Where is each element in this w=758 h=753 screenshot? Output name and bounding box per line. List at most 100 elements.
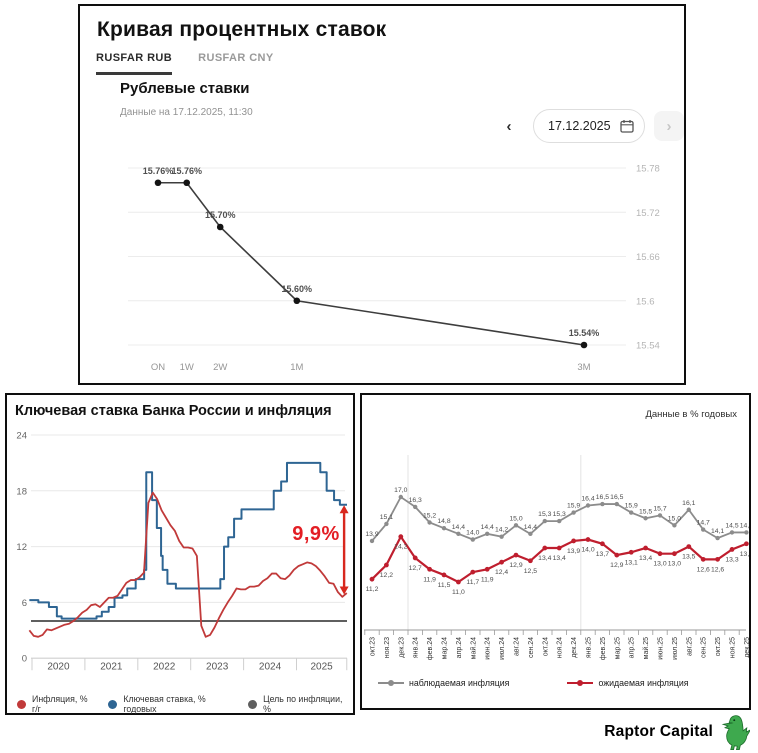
svg-text:11,2: 11,2 bbox=[366, 586, 379, 593]
svg-text:июл.25: июл.25 bbox=[672, 637, 679, 660]
legend-item-target: Цель по инфляции, % bbox=[248, 694, 347, 714]
observed-legend-marker bbox=[378, 679, 404, 687]
svg-text:2023: 2023 bbox=[206, 662, 229, 673]
svg-text:13,4: 13,4 bbox=[639, 555, 652, 562]
svg-text:15,2: 15,2 bbox=[423, 513, 436, 520]
svg-text:сен.25: сен.25 bbox=[701, 637, 708, 658]
svg-text:ноя.25: ноя.25 bbox=[730, 637, 737, 658]
svg-text:6: 6 bbox=[22, 598, 27, 609]
inflation-legend-dot bbox=[17, 699, 26, 709]
svg-text:дек.24: дек.24 bbox=[571, 637, 578, 658]
key-rate-legend-label: Ключевая ставка, % годовых bbox=[123, 694, 206, 714]
observed-legend-label: наблюдаемая инфляция bbox=[409, 678, 510, 688]
svg-text:14,7: 14,7 bbox=[697, 520, 710, 527]
expected-legend-marker bbox=[567, 679, 594, 687]
svg-text:мар.25: мар.25 bbox=[614, 637, 621, 659]
svg-text:16,5: 16,5 bbox=[596, 494, 609, 501]
svg-text:15.54%: 15.54% bbox=[569, 328, 600, 338]
key-rate-chart-title: Ключевая ставка Банка России и инфляция bbox=[15, 403, 332, 419]
svg-text:13,5: 13,5 bbox=[682, 554, 695, 561]
svg-text:июн.24: июн.24 bbox=[485, 637, 492, 660]
svg-text:ноя.24: ноя.24 bbox=[557, 637, 564, 658]
svg-text:май.25: май.25 bbox=[642, 637, 650, 659]
svg-text:15.54: 15.54 bbox=[636, 341, 660, 352]
svg-text:13,9: 13,9 bbox=[567, 548, 580, 555]
svg-text:14,4: 14,4 bbox=[481, 524, 494, 531]
svg-text:14,1: 14,1 bbox=[711, 528, 724, 535]
inflation-expectations-card: Данные в % годовых окт.23 ноя.23 дек.23 янв… bbox=[360, 393, 751, 710]
svg-text:12,2: 12,2 bbox=[380, 572, 393, 579]
svg-text:12,6: 12,6 bbox=[697, 566, 710, 573]
svg-text:июн.25: июн.25 bbox=[658, 637, 665, 660]
svg-text:13,4: 13,4 bbox=[553, 555, 566, 562]
svg-text:15,5: 15,5 bbox=[639, 508, 652, 515]
date-controls: ‹ 17.12.2025 › bbox=[494, 109, 684, 143]
svg-text:14,2: 14,2 bbox=[495, 527, 508, 534]
svg-text:1M: 1M bbox=[290, 362, 303, 373]
next-date-button[interactable]: › bbox=[654, 111, 684, 141]
svg-text:май.24: май.24 bbox=[469, 637, 477, 659]
key-rate-legend-dot bbox=[108, 699, 118, 709]
legend-item-key-rate: Ключевая ставка, % годовых bbox=[108, 694, 234, 714]
svg-text:12,7: 12,7 bbox=[409, 565, 422, 572]
svg-text:11,9: 11,9 bbox=[481, 576, 494, 583]
svg-text:15,9: 15,9 bbox=[625, 503, 638, 510]
prev-date-button[interactable]: ‹ bbox=[494, 111, 524, 141]
svg-text:авг.25: авг.25 bbox=[686, 637, 693, 656]
svg-text:13,0: 13,0 bbox=[653, 561, 666, 568]
data-timestamp: Данные на 17.12.2025, 11:30 bbox=[120, 107, 253, 118]
svg-text:24: 24 bbox=[16, 431, 27, 442]
svg-text:18: 18 bbox=[16, 486, 27, 497]
key-rate-legend: Инфляция, % г/г Ключевая ставка, % годов… bbox=[17, 694, 347, 714]
svg-text:15.60%: 15.60% bbox=[282, 284, 313, 294]
svg-text:окт.23: окт.23 bbox=[370, 637, 377, 656]
svg-text:15,9: 15,9 bbox=[567, 503, 580, 510]
calendar-icon[interactable] bbox=[620, 119, 634, 133]
legend-item-expected: ожидаемая инфляция bbox=[567, 678, 689, 688]
date-value: 17.12.2025 bbox=[548, 119, 611, 133]
tab-bar: RUSFAR RUB RUSFAR CNY bbox=[96, 52, 274, 75]
svg-text:15,3: 15,3 bbox=[538, 511, 551, 518]
svg-text:15,0: 15,0 bbox=[668, 515, 681, 522]
svg-text:15.70%: 15.70% bbox=[205, 210, 236, 220]
rusfar-curve-card: Кривая процентных ставок RUSFAR RUB RUSF… bbox=[78, 4, 686, 385]
tab-rusfar-cny[interactable]: RUSFAR CNY bbox=[198, 52, 274, 64]
svg-text:2025: 2025 bbox=[311, 662, 334, 673]
svg-text:дек.23: дек.23 bbox=[398, 637, 405, 658]
svg-text:13,3: 13,3 bbox=[725, 556, 738, 563]
svg-text:13,7: 13,7 bbox=[740, 551, 749, 558]
brand-name: Raptor Capital bbox=[604, 723, 713, 740]
target-legend-dot bbox=[248, 699, 258, 709]
svg-text:15,7: 15,7 bbox=[653, 505, 666, 512]
svg-text:16,5: 16,5 bbox=[610, 494, 623, 501]
svg-text:11,5: 11,5 bbox=[438, 582, 451, 589]
raptor-icon bbox=[721, 715, 750, 750]
tab-rusfar-rub[interactable]: RUSFAR RUB bbox=[96, 52, 173, 75]
svg-text:15,0: 15,0 bbox=[509, 515, 522, 522]
svg-text:15,1: 15,1 bbox=[380, 514, 393, 521]
svg-text:13,1: 13,1 bbox=[625, 559, 638, 566]
date-input[interactable]: 17.12.2025 bbox=[533, 109, 645, 143]
svg-text:1W: 1W bbox=[180, 362, 194, 373]
svg-text:3M: 3M bbox=[577, 362, 590, 373]
svg-text:12,6: 12,6 bbox=[711, 566, 724, 573]
svg-text:14,0: 14,0 bbox=[466, 530, 479, 537]
expectations-legend: наблюдаемая инфляция ожидаемая инфляция bbox=[378, 678, 689, 688]
expected-legend-label: ожидаемая инфляция bbox=[598, 678, 689, 688]
svg-text:2024: 2024 bbox=[259, 662, 282, 673]
inflation-expectations-chart: окт.23 ноя.23 дек.23 янв.24 фев.24 мар.24 апр.… bbox=[364, 455, 749, 660]
svg-text:фев.25: фев.25 bbox=[600, 637, 607, 660]
svg-text:15,3: 15,3 bbox=[553, 511, 566, 518]
svg-text:12,5: 12,5 bbox=[524, 568, 537, 575]
svg-text:0: 0 bbox=[22, 654, 27, 665]
svg-text:июл.24: июл.24 bbox=[499, 637, 506, 660]
units-note: Данные в % годовых bbox=[645, 409, 737, 420]
svg-text:15.72: 15.72 bbox=[636, 208, 660, 219]
svg-text:11,0: 11,0 bbox=[452, 589, 465, 596]
svg-text:мар.24: мар.24 bbox=[442, 637, 449, 659]
svg-text:окт.25: окт.25 bbox=[715, 637, 722, 656]
svg-text:апр.24: апр.24 bbox=[456, 637, 463, 658]
brand-footer: Raptor Capital bbox=[604, 714, 750, 750]
svg-text:14,0: 14,0 bbox=[581, 547, 594, 554]
